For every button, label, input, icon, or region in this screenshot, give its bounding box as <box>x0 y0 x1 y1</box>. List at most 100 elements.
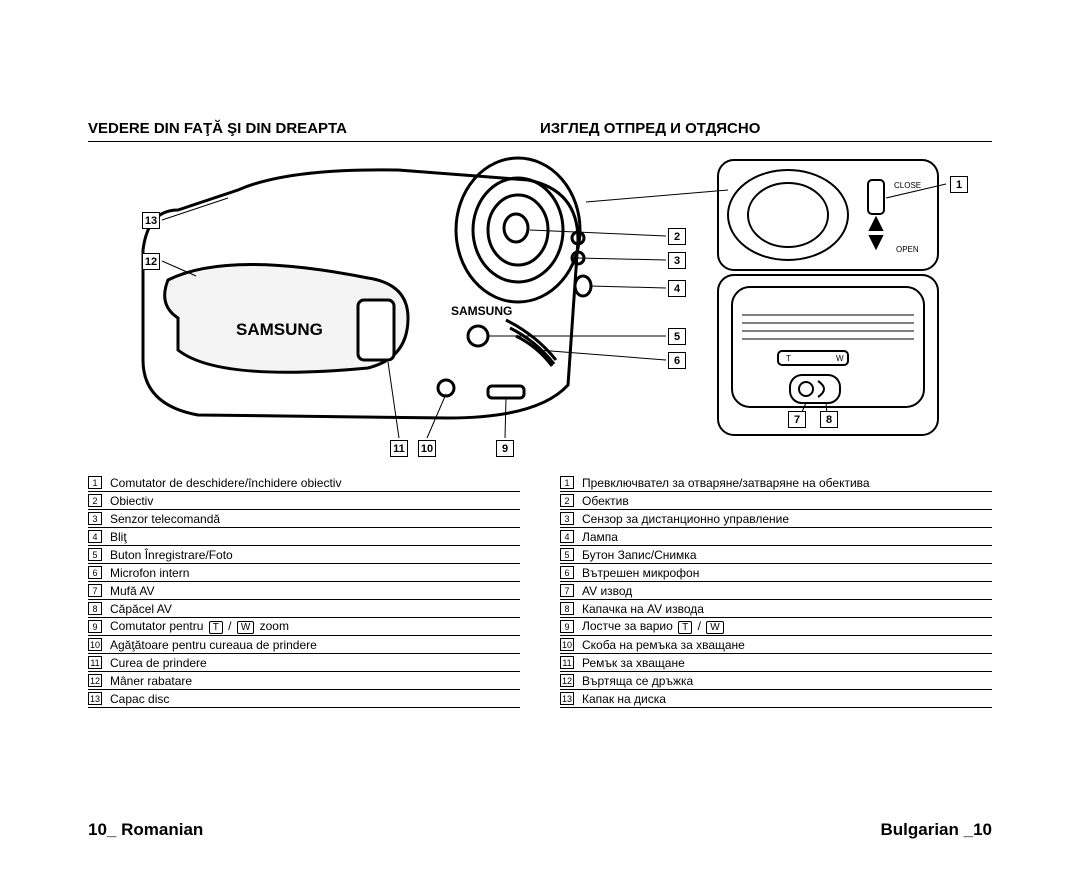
legend-num: 5 <box>560 548 574 561</box>
legend-right: 1Превключвател за отваряне/затваряне на … <box>540 474 992 708</box>
legend-row: 4 Bliţ <box>88 528 520 546</box>
legend-row: 13 Capac disc <box>88 690 520 708</box>
legend-num: 3 <box>560 512 574 525</box>
svg-text:W: W <box>836 354 844 363</box>
callout-11: 11 <box>390 440 408 457</box>
legend-label: Капачка на AV извода <box>582 602 704 616</box>
legend-num: 11 <box>560 656 574 669</box>
camcorder-diagram: SAMSUNG SAMSUNG <box>88 150 992 460</box>
legend-label: Лостче за варио T / W <box>582 619 726 634</box>
legend-num: 9 <box>88 620 102 633</box>
legend-row: 9 Лостче за варио T / W <box>560 618 992 636</box>
legend-row: 3 Senzor telecomandă <box>88 510 520 528</box>
header-right: ИЗГЛЕД ОТПРЕД И ОТДЯСНО <box>540 120 992 137</box>
callout-6: 6 <box>668 352 686 369</box>
legend-label: Бутон Запис/Снимка <box>582 548 697 562</box>
legend-label: Bliţ <box>110 530 127 544</box>
callout-9: 9 <box>496 440 514 457</box>
callout-12: 12 <box>142 253 160 270</box>
legend-row: 12Въртяща се дръжка <box>560 672 992 690</box>
legend-row: 12 Mâner rabatare <box>88 672 520 690</box>
legend-num: 5 <box>88 548 102 561</box>
legend-num: 6 <box>88 566 102 579</box>
legend-label: Buton Înregistrare/Foto <box>110 548 233 562</box>
callout-10: 10 <box>418 440 436 457</box>
legend-label: Microfon intern <box>110 566 189 580</box>
legend-label: Лампа <box>582 530 618 544</box>
legend-row: 7 Mufă AV <box>88 582 520 600</box>
legend-label: Капак на диска <box>582 692 666 706</box>
header-left: VEDERE DIN FAŢĂ ŞI DIN DREAPTA <box>88 120 540 137</box>
legend-num: 9 <box>560 620 574 633</box>
legend-num: 1 <box>88 476 102 489</box>
legend-row: 10 Скоба на ремъка за хващане <box>560 636 992 654</box>
legend-label: Capac disc <box>110 692 169 706</box>
callout-1: 1 <box>950 176 968 193</box>
legend-num: 7 <box>560 584 574 597</box>
legend-num: 12 <box>88 674 102 687</box>
diagram-area: SAMSUNG SAMSUNG <box>88 150 992 460</box>
legend-row: 11Ремък за хващане <box>560 654 992 672</box>
legend-row: 11 Curea de prindere <box>88 654 520 672</box>
callout-2: 2 <box>668 228 686 245</box>
open-label: OPEN <box>896 245 919 254</box>
footer-left: 10_ Romanian <box>88 820 203 840</box>
section-headers: VEDERE DIN FAŢĂ ŞI DIN DREAPTA ИЗГЛЕД ОТ… <box>88 120 992 142</box>
legend-label: Mâner rabatare <box>110 674 192 688</box>
legend-label: Обектив <box>582 494 629 508</box>
legend-row: 4 Лампа <box>560 528 992 546</box>
footer-right: Bulgarian _10 <box>880 820 992 840</box>
callout-3: 3 <box>668 252 686 269</box>
close-label: CLOSE <box>894 181 921 190</box>
legend-label: Comutator pentru T / W zoom <box>110 619 289 634</box>
legend-num: 8 <box>88 602 102 615</box>
callout-7: 7 <box>788 411 806 428</box>
legend-label: Скоба на ремъка за хващане <box>582 638 745 652</box>
legend-row: 13 Капак на диска <box>560 690 992 708</box>
legend-row: 6 Вътрешен микрофон <box>560 564 992 582</box>
legend-num: 13 <box>88 692 102 705</box>
legend-label: Превключвател за отваряне/затваряне на о… <box>582 476 870 490</box>
legend-row: 9 Comutator pentru T / W zoom <box>88 618 520 636</box>
legend-row: 8 Капачка на AV извода <box>560 600 992 618</box>
legend-num: 12 <box>560 674 574 687</box>
legend-row: 1Превключвател за отваряне/затваряне на … <box>560 474 992 492</box>
manual-page: VEDERE DIN FAŢĂ ŞI DIN DREAPTA ИЗГЛЕД ОТ… <box>0 0 1080 886</box>
legend-label: Comutator de deschidere/închidere obiect… <box>110 476 341 490</box>
legend-label: Agăţătoare pentru cureaua de prindere <box>110 638 317 652</box>
legend-label: Вътрешен микрофон <box>582 566 699 580</box>
callout-5: 5 <box>668 328 686 345</box>
legend-num: 10 <box>560 638 574 651</box>
callout-8: 8 <box>820 411 838 428</box>
legend-left: 1 Comutator de deschidere/închidere obiec… <box>88 474 540 708</box>
svg-text:SAMSUNG: SAMSUNG <box>451 304 512 318</box>
legend-num: 13 <box>560 692 574 705</box>
legend-row: 7 AV извод <box>560 582 992 600</box>
legend-row: 5 Buton Înregistrare/Foto <box>88 546 520 564</box>
svg-text:SAMSUNG: SAMSUNG <box>236 320 323 339</box>
legend-label: Curea de prindere <box>110 656 207 670</box>
legend-label: Senzor telecomandă <box>110 512 220 526</box>
legend-row: 1 Comutator de deschidere/închidere obiec… <box>88 474 520 492</box>
legend-row: 10 Agăţătoare pentru cureaua de prindere <box>88 636 520 654</box>
legend-num: 8 <box>560 602 574 615</box>
legend-num: 7 <box>88 584 102 597</box>
legend-label: Mufă AV <box>110 584 154 598</box>
legends: 1 Comutator de deschidere/închidere obiec… <box>88 474 992 708</box>
legend-num: 2 <box>88 494 102 507</box>
page-footer: 10_ Romanian Bulgarian _10 <box>88 820 992 840</box>
legend-num: 3 <box>88 512 102 525</box>
svg-text:T: T <box>786 354 791 363</box>
legend-row: 3Сензор за дистанционно управление <box>560 510 992 528</box>
legend-num: 11 <box>88 656 102 669</box>
legend-row: 8Căpăcel AV <box>88 600 520 618</box>
legend-num: 4 <box>88 530 102 543</box>
legend-num: 2 <box>560 494 574 507</box>
legend-label: AV извод <box>582 584 632 598</box>
callout-13: 13 <box>142 212 160 229</box>
legend-num: 4 <box>560 530 574 543</box>
legend-num: 10 <box>88 638 102 651</box>
legend-row: 6 Microfon intern <box>88 564 520 582</box>
callout-4: 4 <box>668 280 686 297</box>
legend-num: 6 <box>560 566 574 579</box>
